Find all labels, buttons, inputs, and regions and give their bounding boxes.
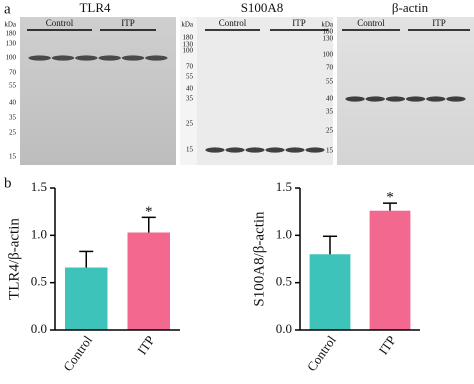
blot-image [337,17,474,165]
y-tick-label: 0.0 [276,321,292,336]
protein-band [98,55,121,61]
marker-label: 180 [6,30,17,38]
bar [309,254,351,330]
marker-label: 70 [326,64,334,72]
unit-label: kDa [321,21,334,29]
y-tick-label: 1.0 [31,226,47,241]
protein-band [121,55,145,61]
protein-band [75,55,98,61]
protein-band [365,96,385,102]
panel-label: b [4,175,12,191]
marker-label: 130 [183,41,194,49]
protein-band [385,96,406,102]
protein-band [446,96,466,102]
marker-label: 40 [326,95,334,103]
marker-label: 55 [326,78,334,86]
group-label: ITP [292,18,306,28]
marker-label: 100 [323,51,334,59]
y-tick-label: 0.5 [276,274,292,289]
bar [65,267,108,330]
marker-label: 55 [186,73,194,81]
marker-label: 70 [186,63,194,71]
group-label: ITP [432,18,446,28]
group-label: Control [46,18,74,28]
marker-label: 40 [186,85,194,93]
marker-label: 130 [6,40,17,48]
marker-label: 25 [186,120,194,128]
protein-band [285,147,305,153]
unit-label: kDa [181,21,194,29]
marker-label: 35 [186,95,194,103]
blot-title: S100A8 [241,0,284,15]
x-tick-label: ITP [134,333,157,358]
protein-band [345,96,365,102]
protein-band [145,55,168,61]
protein-band [205,147,225,153]
blot-image [197,17,333,165]
protein-band [51,55,75,61]
x-tick-label: Control [60,333,95,374]
protein-band [265,147,285,153]
marker-label: 55 [9,82,17,90]
marker-label: 15 [186,146,194,154]
ladder-strip [180,17,197,165]
marker-label: 25 [326,127,334,135]
marker-label: 35 [326,108,334,116]
protein-band [426,96,446,102]
x-tick-label: Control [304,333,339,374]
protein-band [305,147,325,153]
marker-label: 70 [9,69,17,77]
marker-label: 100 [6,54,17,62]
group-label: Control [357,18,385,28]
y-tick-label: 1.5 [31,179,47,194]
y-tick-label: 0.5 [31,274,47,289]
y-tick-label: 1.5 [276,179,292,194]
group-label: ITP [121,18,135,28]
significance-label: * [386,190,394,206]
marker-label: 15 [326,147,334,155]
marker-label: 15 [9,153,17,161]
blot-image [20,17,176,165]
bar [127,232,170,330]
group-label: Control [219,18,247,28]
x-tick-label: ITP [375,333,398,358]
panel-label: a [4,1,11,17]
marker-label: 180 [183,34,194,42]
blot-title: β-actin [392,0,429,15]
unit-label: kDa [4,21,17,29]
y-axis-label: S100A8/β-actin [251,211,267,307]
marker-label: 130 [323,35,334,43]
significance-label: * [145,204,153,220]
y-tick-label: 0.0 [31,321,47,336]
marker-label: 180 [323,28,334,36]
marker-label: 25 [9,129,17,137]
marker-label: 40 [9,99,17,107]
protein-band [28,55,51,61]
y-tick-label: 1.0 [276,226,292,241]
protein-band [245,147,265,153]
bar [369,210,411,330]
marker-label: 100 [183,47,194,55]
y-axis-label: TLR4/β-actin [6,218,22,300]
protein-band [405,96,426,102]
blot-title: TLR4 [79,0,111,15]
marker-label: 35 [9,114,17,122]
protein-band [225,147,245,153]
